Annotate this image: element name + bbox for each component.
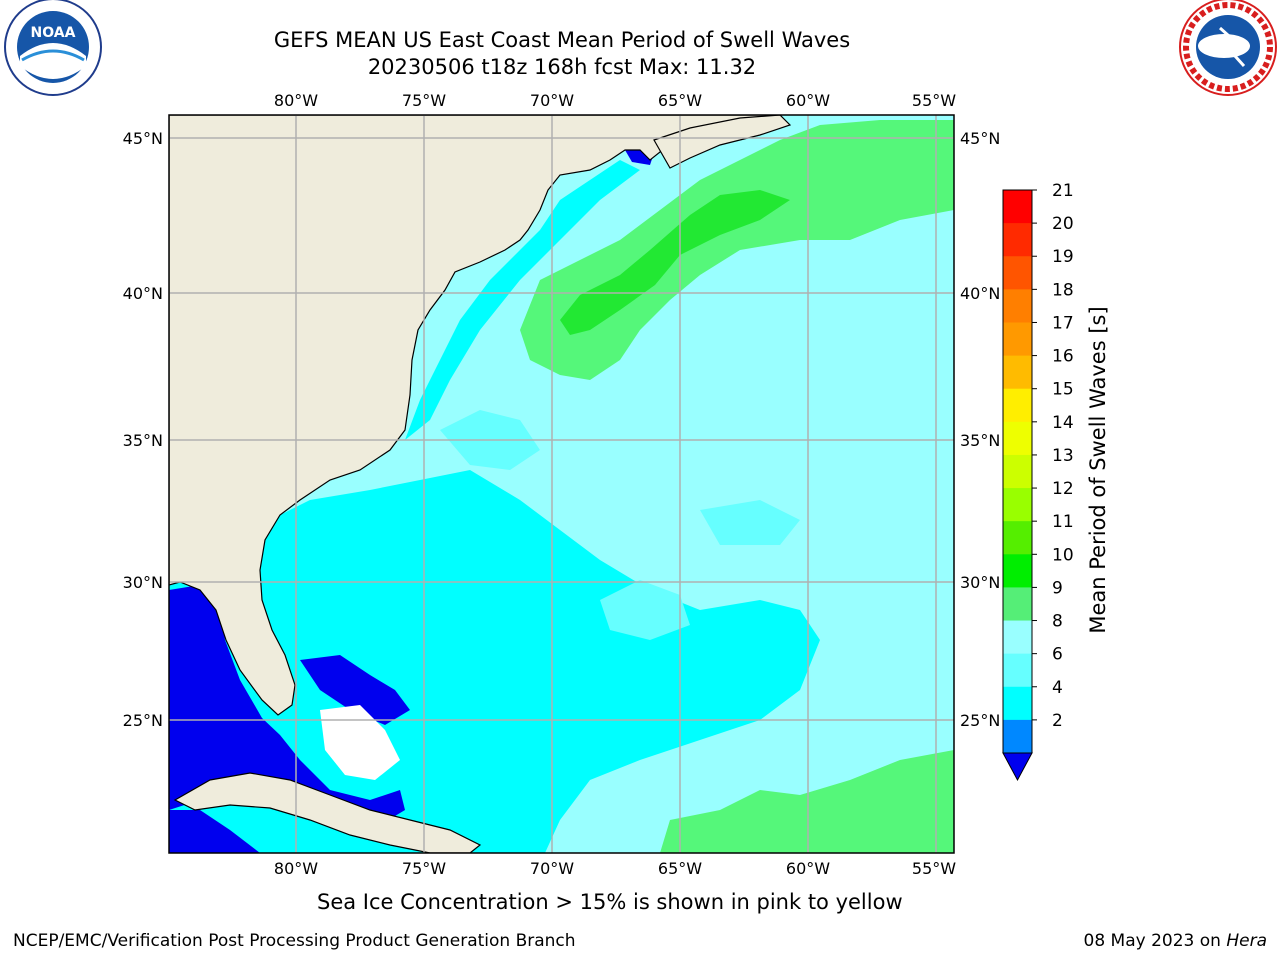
colorbar-segment bbox=[1003, 554, 1032, 588]
lon-label-bottom: 60°W bbox=[786, 859, 830, 878]
colorbar-segment bbox=[1003, 289, 1032, 323]
bright-green-field bbox=[560, 190, 790, 335]
colorbar-tick-label: 17 bbox=[1052, 313, 1074, 333]
colorbar-tick-label: 2 bbox=[1052, 711, 1063, 731]
colorbar-tick-label: 4 bbox=[1052, 678, 1063, 698]
colorbar-tick-label: 11 bbox=[1052, 512, 1074, 532]
colorbar-tick-label: 14 bbox=[1052, 413, 1074, 433]
lon-label-top: 60°W bbox=[786, 91, 830, 110]
lon-label-bottom: 65°W bbox=[658, 859, 702, 878]
colorbar-tick-label: 19 bbox=[1052, 247, 1074, 267]
colorbar-segment bbox=[1003, 686, 1032, 721]
map-frame bbox=[168, 114, 955, 854]
lon-label-bottom: 55°W bbox=[912, 859, 956, 878]
lat-label-right: 25°N bbox=[960, 711, 1000, 730]
lon-label-top: 75°W bbox=[402, 91, 446, 110]
colorbar-tick-label: 16 bbox=[1052, 347, 1074, 367]
colorbar-segment bbox=[1003, 256, 1032, 290]
graticule bbox=[169, 115, 954, 853]
colorbar-extend-arrow bbox=[1002, 752, 1033, 782]
colorbar-segment bbox=[1003, 488, 1032, 522]
colorbar-tick-label: 15 bbox=[1052, 380, 1074, 400]
lon-label-top: 70°W bbox=[530, 91, 574, 110]
colorbar-frame bbox=[1002, 189, 1033, 754]
noaa-logo-text: NOAA bbox=[31, 25, 76, 41]
lon-label-bottom: 75°W bbox=[402, 859, 446, 878]
light-cyan-patches bbox=[440, 410, 800, 640]
colorbar-segment bbox=[1003, 421, 1032, 456]
lat-label-right: 35°N bbox=[960, 431, 1000, 450]
blue-field-bahamas bbox=[300, 655, 410, 725]
blue-field-south bbox=[169, 810, 260, 853]
lon-label-top: 65°W bbox=[658, 91, 702, 110]
lat-label-right: 40°N bbox=[960, 284, 1000, 303]
cyan-field-north bbox=[405, 160, 640, 440]
colorbar-tick-label: 13 bbox=[1052, 446, 1074, 466]
footer-machine: Hera bbox=[1226, 931, 1267, 951]
colorbar-segment bbox=[1003, 388, 1032, 423]
colorbar-segment bbox=[1003, 653, 1032, 688]
colorbar-segment bbox=[1003, 719, 1032, 754]
green-field bbox=[520, 120, 954, 380]
footer-credit: NCEP/EMC/Verification Post Processing Pr… bbox=[13, 931, 576, 951]
colorbar-tick-label: 9 bbox=[1052, 578, 1063, 598]
colorbar-segment bbox=[1003, 190, 1032, 224]
lat-label-left: 35°N bbox=[123, 431, 163, 450]
map-area bbox=[169, 115, 954, 853]
colorbar-tick-label: 21 bbox=[1052, 181, 1074, 201]
colorbar-segment bbox=[1003, 587, 1032, 622]
noaa-logo: NOAA bbox=[4, 0, 102, 96]
chart-subtitle: 20230506 t18z 168h fcst Max: 11.32 bbox=[367, 55, 757, 79]
lon-label-top: 55°W bbox=[912, 91, 956, 110]
lat-label-left: 25°N bbox=[123, 711, 163, 730]
green-field-southeast bbox=[660, 750, 954, 853]
lat-label-left: 30°N bbox=[123, 573, 163, 592]
land-us-east-coast bbox=[169, 115, 781, 716]
colorbar-title: Mean Period of Swell Waves [s] bbox=[1086, 306, 1110, 634]
footer-date: 08 May 2023 on Hera bbox=[1084, 931, 1268, 951]
nws-logo bbox=[1179, 0, 1277, 96]
colorbar-segment bbox=[1003, 223, 1032, 257]
colorbar-segment bbox=[1003, 521, 1032, 555]
colorbar-tick-label: 10 bbox=[1052, 545, 1074, 565]
blue-field-gulf bbox=[169, 585, 405, 825]
colorbar-tick-label: 20 bbox=[1052, 214, 1074, 234]
colorbar-tick-label: 18 bbox=[1052, 280, 1074, 300]
lat-label-right: 30°N bbox=[960, 573, 1000, 592]
colorbar-segment bbox=[1003, 322, 1032, 357]
lat-label-right: 45°N bbox=[960, 129, 1000, 148]
white-missing-data bbox=[320, 705, 400, 780]
colorbar: 21 20 19 18 17 16 15 14 13 12 11 10 9 8 6 4 2 bbox=[1002, 181, 1074, 782]
colorbar-segment bbox=[1003, 620, 1032, 655]
lat-label-left: 40°N bbox=[123, 284, 163, 303]
lat-label-left: 45°N bbox=[123, 129, 163, 148]
lon-label-bottom: 70°W bbox=[530, 859, 574, 878]
lon-label-bottom: 80°W bbox=[274, 859, 318, 878]
sea-ice-caption: Sea Ice Concentration > 15% is shown in … bbox=[317, 890, 903, 914]
colorbar-tick-label: 8 bbox=[1052, 612, 1063, 632]
colorbar-segment bbox=[1003, 355, 1032, 390]
lon-label-top: 80°W bbox=[274, 91, 318, 110]
footer-date-text: 08 May 2023 on bbox=[1083, 931, 1227, 951]
chart-title: GEFS MEAN US East Coast Mean Period of S… bbox=[273, 28, 851, 52]
colorbar-segment bbox=[1003, 454, 1032, 489]
land-cuba bbox=[173, 772, 482, 853]
colorbar-tick-label: 12 bbox=[1052, 479, 1074, 499]
colorbar-tick-label: 6 bbox=[1052, 645, 1063, 665]
